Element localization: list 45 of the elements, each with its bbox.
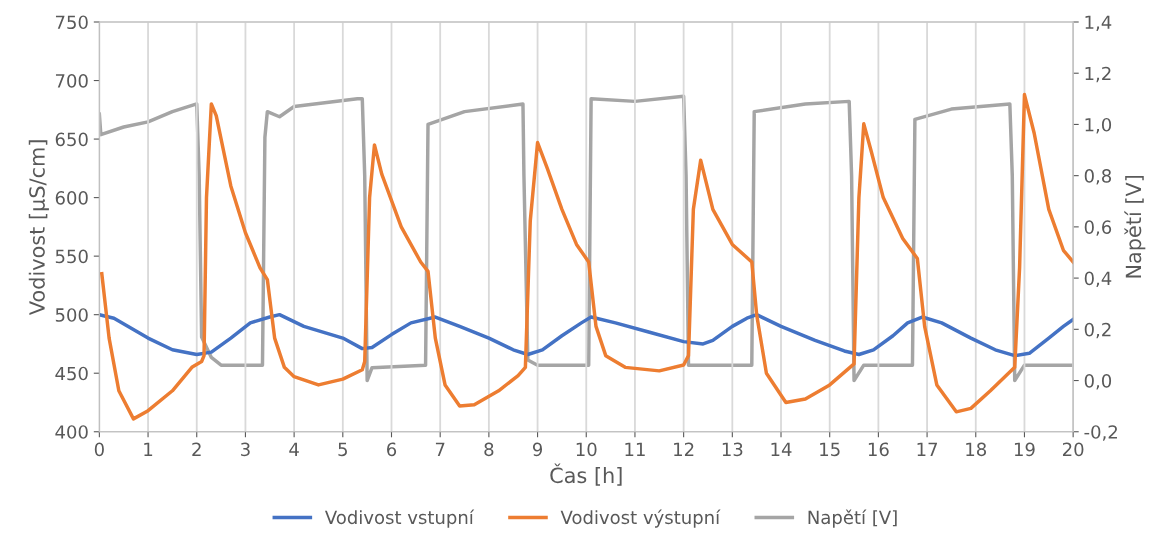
y2-axis-title: Napětí [V] [1124,175,1146,278]
legend-label: Vodivost výstupní [560,509,721,528]
x-tick-label: 20 [1062,442,1084,457]
y-tick-label: 400 [55,425,88,439]
y2-tick-label: 0,8 [1084,169,1112,185]
y2-tick-label: 1,0 [1085,117,1112,134]
x-tick-label: 7 [435,442,445,456]
y2-tick-label: 0,6 [1084,220,1112,236]
x-tick-label: 3 [241,442,250,457]
y-tick-label: 600 [55,191,88,205]
y2-tick-label: 1,2 [1085,66,1111,83]
x-tick-label: 6 [387,442,397,457]
x-tick-label: 8 [484,442,494,457]
x-tick-label: 2 [192,442,201,456]
x-tick-label: 12 [674,442,694,456]
x-tick-label: 15 [820,442,840,457]
x-tick-label: 10 [576,442,597,457]
y-tick-label: 700 [55,73,88,88]
y-tick-label: 500 [55,308,88,322]
x-tick-label: 0 [94,442,104,457]
x-tick-label: 16 [868,442,889,457]
legend-label: Vodivost vstupní [324,509,475,528]
y2-tick-label: 0,2 [1084,322,1111,339]
x-tick-label: 4 [289,442,299,456]
y2-tick-label: 0,0 [1084,373,1112,390]
legend-label: Napětí [V] [808,509,897,528]
x-tick-label: 11 [625,442,645,456]
x-axis-title: Čas [h] [550,463,622,486]
y-axis-title: Vodivost [µS/cm] [28,140,49,316]
y-tick-label: 650 [55,132,88,147]
x-tick-label: 13 [722,442,743,457]
x-tick-label: 19 [1014,442,1035,457]
y2-tick-label: 0,4 [1084,271,1112,288]
x-tick-label: 18 [966,442,987,457]
line-series [99,312,1074,358]
x-tick-label: 14 [771,442,792,456]
y-tick-label: 450 [55,366,88,381]
x-tick-label: 17 [917,442,938,456]
x-tick-label: 1 [144,442,153,456]
y2-tick-label: 1,4 [1085,15,1112,31]
x-tick-label: 5 [338,442,347,457]
y-tick-label: 750 [55,15,88,30]
x-tick-label: 9 [532,442,543,457]
y2-tick-label: -0,2 [1084,425,1117,441]
y-tick-label: 550 [55,249,88,264]
